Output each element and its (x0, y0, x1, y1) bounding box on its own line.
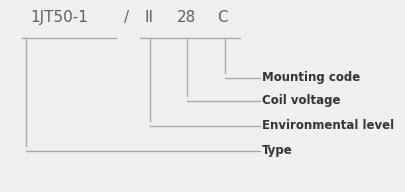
Text: /: / (124, 10, 129, 25)
Text: Coil voltage: Coil voltage (261, 94, 339, 107)
Text: C: C (217, 10, 227, 25)
Text: II: II (144, 10, 153, 25)
Text: 28: 28 (176, 10, 195, 25)
Text: Mounting code: Mounting code (261, 71, 359, 84)
Text: Type: Type (261, 144, 292, 157)
Text: Environmental level: Environmental level (261, 119, 393, 132)
Text: 1JT50-1: 1JT50-1 (30, 10, 88, 25)
